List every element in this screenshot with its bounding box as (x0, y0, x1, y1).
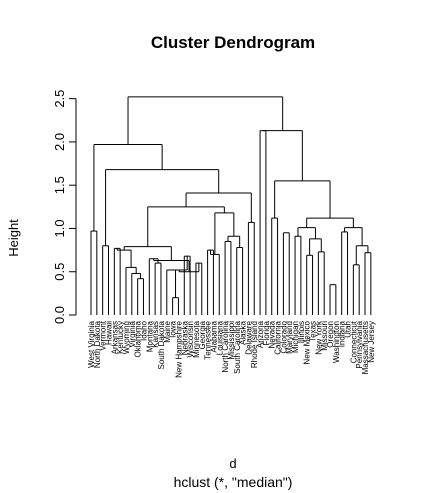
leaf-label: Florida (262, 320, 271, 345)
leaf-label: Maine (163, 320, 172, 342)
leaf-label: Washington (332, 321, 341, 363)
leaf-label: Louisiana (215, 320, 224, 355)
leaf-label: South Carolina (233, 320, 242, 373)
leaf-label: South Dakota (157, 320, 166, 369)
leaf-label: New Hampshire (174, 320, 183, 377)
y-tick-label: 2.5 (52, 90, 67, 108)
leaf-label: Connecticut (349, 320, 358, 363)
leaf-label: Tennessee (204, 320, 213, 359)
leaf-label: Minnesota (192, 320, 201, 357)
leaf-label: Arkansas (110, 321, 119, 354)
dendrogram-tree (90, 96, 372, 315)
leaf-label: Illinois (297, 321, 306, 343)
leaf-label: Wisconsin (186, 321, 195, 357)
leaf-label: Nebraska (180, 320, 189, 355)
leaf-label: Arizona (256, 320, 265, 348)
leaf-label: Virginia (128, 320, 137, 347)
leaf-label: Michigan (291, 321, 300, 353)
leaf-label: Alaska (239, 320, 248, 345)
leaf-label: California (274, 320, 283, 354)
leaf-label: Indiana (338, 320, 347, 347)
leaf-label: Kansas (151, 321, 160, 348)
y-tick-label: 0.0 (52, 306, 67, 324)
leaf-label: New Jersey (367, 321, 376, 363)
leaf-label: Rhode Island (250, 321, 259, 368)
leaf-label: Pennsylvania (355, 320, 364, 368)
leaf-label: Alabama (209, 320, 218, 352)
y-tick-label: 1.0 (52, 219, 67, 237)
leaf-label: Mississippi (227, 321, 236, 360)
leaf-label: Texas (309, 321, 318, 342)
x-axis-label: d (229, 456, 236, 471)
leaf-label: Missouri (320, 321, 329, 351)
leaf-label: Georgia (198, 320, 207, 349)
leaf-label: North Carolina (221, 320, 230, 372)
leaf-label: Oregon (326, 321, 335, 348)
leaf-label: Iowa (169, 320, 178, 337)
leaf-label: Vermont (99, 320, 108, 351)
y-axis-label: Height (6, 219, 21, 257)
leaf-label: Kentucky (116, 321, 125, 354)
leaf-label: Idaho (139, 320, 148, 341)
leaf-label: Nevada (268, 320, 277, 348)
leaf-label: Colorado (279, 320, 288, 353)
leaf-label: New Mexico (303, 320, 312, 364)
y-tick-label: 0.5 (52, 263, 67, 281)
leaf-label: West Virginia (87, 320, 96, 367)
leaf-label: New York (314, 320, 323, 355)
leaf-label: North Dakota (93, 320, 102, 368)
leaf-label: Hawaii (104, 321, 113, 345)
leaf-label: Maryland (285, 321, 294, 354)
leaf-label: Oklahoma (134, 320, 143, 357)
y-tick-label: 2.0 (52, 133, 67, 151)
y-tick-label: 1.5 (52, 176, 67, 194)
leaf-label: Massachusetts (361, 321, 370, 374)
leaf-label: Delaware (244, 320, 253, 354)
leaf-label: Utah (344, 321, 353, 338)
chart-title: Cluster Dendrogram (151, 33, 315, 52)
chart-subtitle: hclust (*, "median") (174, 474, 293, 490)
y-axis: 0.0 0.5 1.0 1.5 2.0 2.5 (52, 90, 77, 324)
leaf-label: Wyoming (122, 321, 131, 354)
leaf-label: Montana (145, 320, 154, 352)
